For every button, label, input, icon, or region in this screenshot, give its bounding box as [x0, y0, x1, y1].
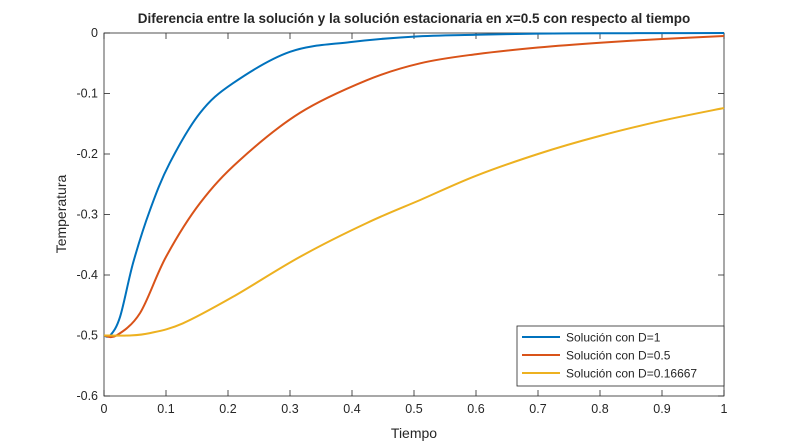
legend-label-3: Solución con D=0.16667	[566, 367, 697, 381]
x-tick-label: 1	[721, 402, 728, 416]
x-axis-label: Tiempo	[391, 425, 437, 441]
x-tick-label: 0.4	[343, 402, 360, 416]
y-tick-label: -0.6	[76, 389, 98, 403]
y-tick-label: -0.2	[76, 147, 98, 161]
x-tick-label: 0	[101, 402, 108, 416]
y-axis-label: Temperatura	[53, 174, 69, 253]
series-line-1	[103, 32, 725, 338]
x-tick-label: 0.7	[529, 402, 546, 416]
x-tick-label: 0.8	[591, 402, 608, 416]
legend: Solución con D=1 Solución con D=0.5 Soluci…	[516, 325, 725, 387]
x-tick-label: 0.2	[219, 402, 236, 416]
x-tick-label: 0.9	[653, 402, 670, 416]
x-tick-label: 0.3	[281, 402, 298, 416]
chart-title: Diferencia entre la solución y la soluci…	[138, 11, 691, 26]
legend-label-2: Solución con D=0.5	[566, 349, 671, 363]
x-tick-label: 0.5	[405, 402, 422, 416]
series-line-2	[103, 35, 725, 339]
y-tick-label: -0.5	[76, 329, 98, 343]
y-tick-label: -0.4	[76, 268, 98, 282]
y-tick-label: -0.3	[76, 208, 98, 222]
x-tick-label: 0.6	[467, 402, 484, 416]
x-tick-label: 0.1	[157, 402, 174, 416]
series-line-3	[103, 107, 725, 337]
y-tick-label: -0.1	[76, 87, 98, 101]
legend-label-1: Solución con D=1	[566, 331, 661, 345]
y-tick-label: 0	[91, 26, 98, 40]
